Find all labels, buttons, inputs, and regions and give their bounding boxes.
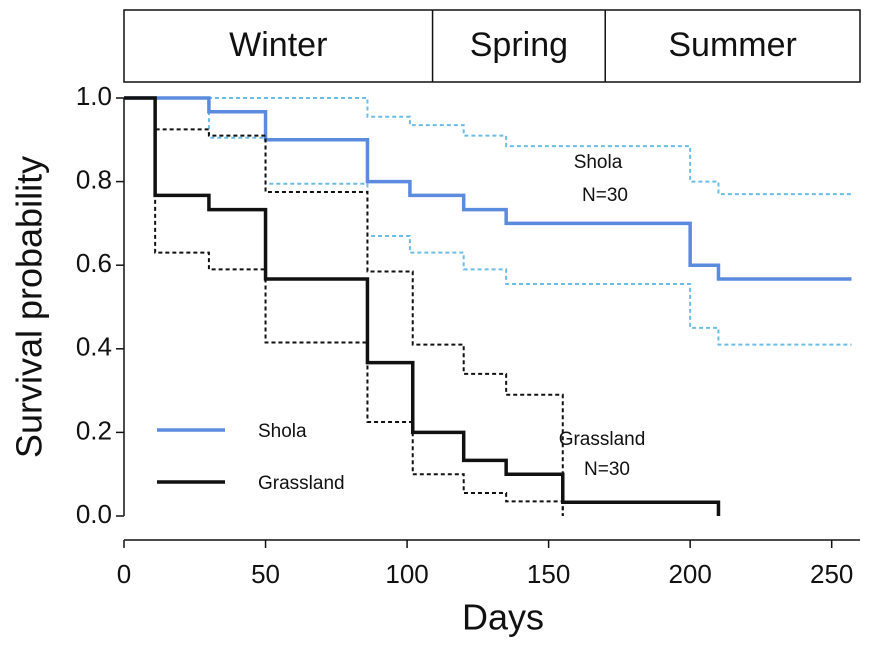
x-tick-label: 100 [385, 559, 428, 589]
y-tick-label: 0.0 [76, 499, 112, 529]
confidence-band [124, 97, 852, 346]
annotation: Grassland [559, 429, 646, 450]
confidence-band [124, 97, 564, 516]
x-tick-label: 150 [527, 559, 570, 589]
y-tick-label: 0.2 [76, 415, 112, 445]
confidence-band [124, 97, 852, 196]
y-tick-label: 0.6 [76, 248, 112, 278]
x-tick-label: 200 [668, 559, 711, 589]
x-tick-label: 0 [117, 559, 131, 589]
y-axis-title: Survival probability [9, 156, 50, 458]
season-label: Spring [470, 26, 568, 64]
legend-label: Grassland [258, 473, 345, 494]
confidence-band [124, 97, 564, 516]
x-tick-label: 50 [251, 559, 280, 589]
annotation: N=30 [582, 185, 628, 206]
y-tick-label: 0.8 [76, 164, 112, 194]
survival-line [124, 96, 852, 281]
y-tick-label: 0.4 [76, 332, 112, 362]
season-bar [123, 9, 861, 83]
annotation: N=30 [584, 459, 630, 480]
legend-label: Shola [258, 421, 307, 442]
survival-line [124, 96, 721, 516]
x-tick-label: 250 [810, 559, 853, 589]
annotation: Shola [574, 152, 623, 173]
season-label: Winter [229, 26, 327, 64]
x-axis-title: Days [462, 597, 544, 638]
season-label: Summer [668, 26, 796, 64]
y-tick-label: 1.0 [76, 81, 112, 111]
